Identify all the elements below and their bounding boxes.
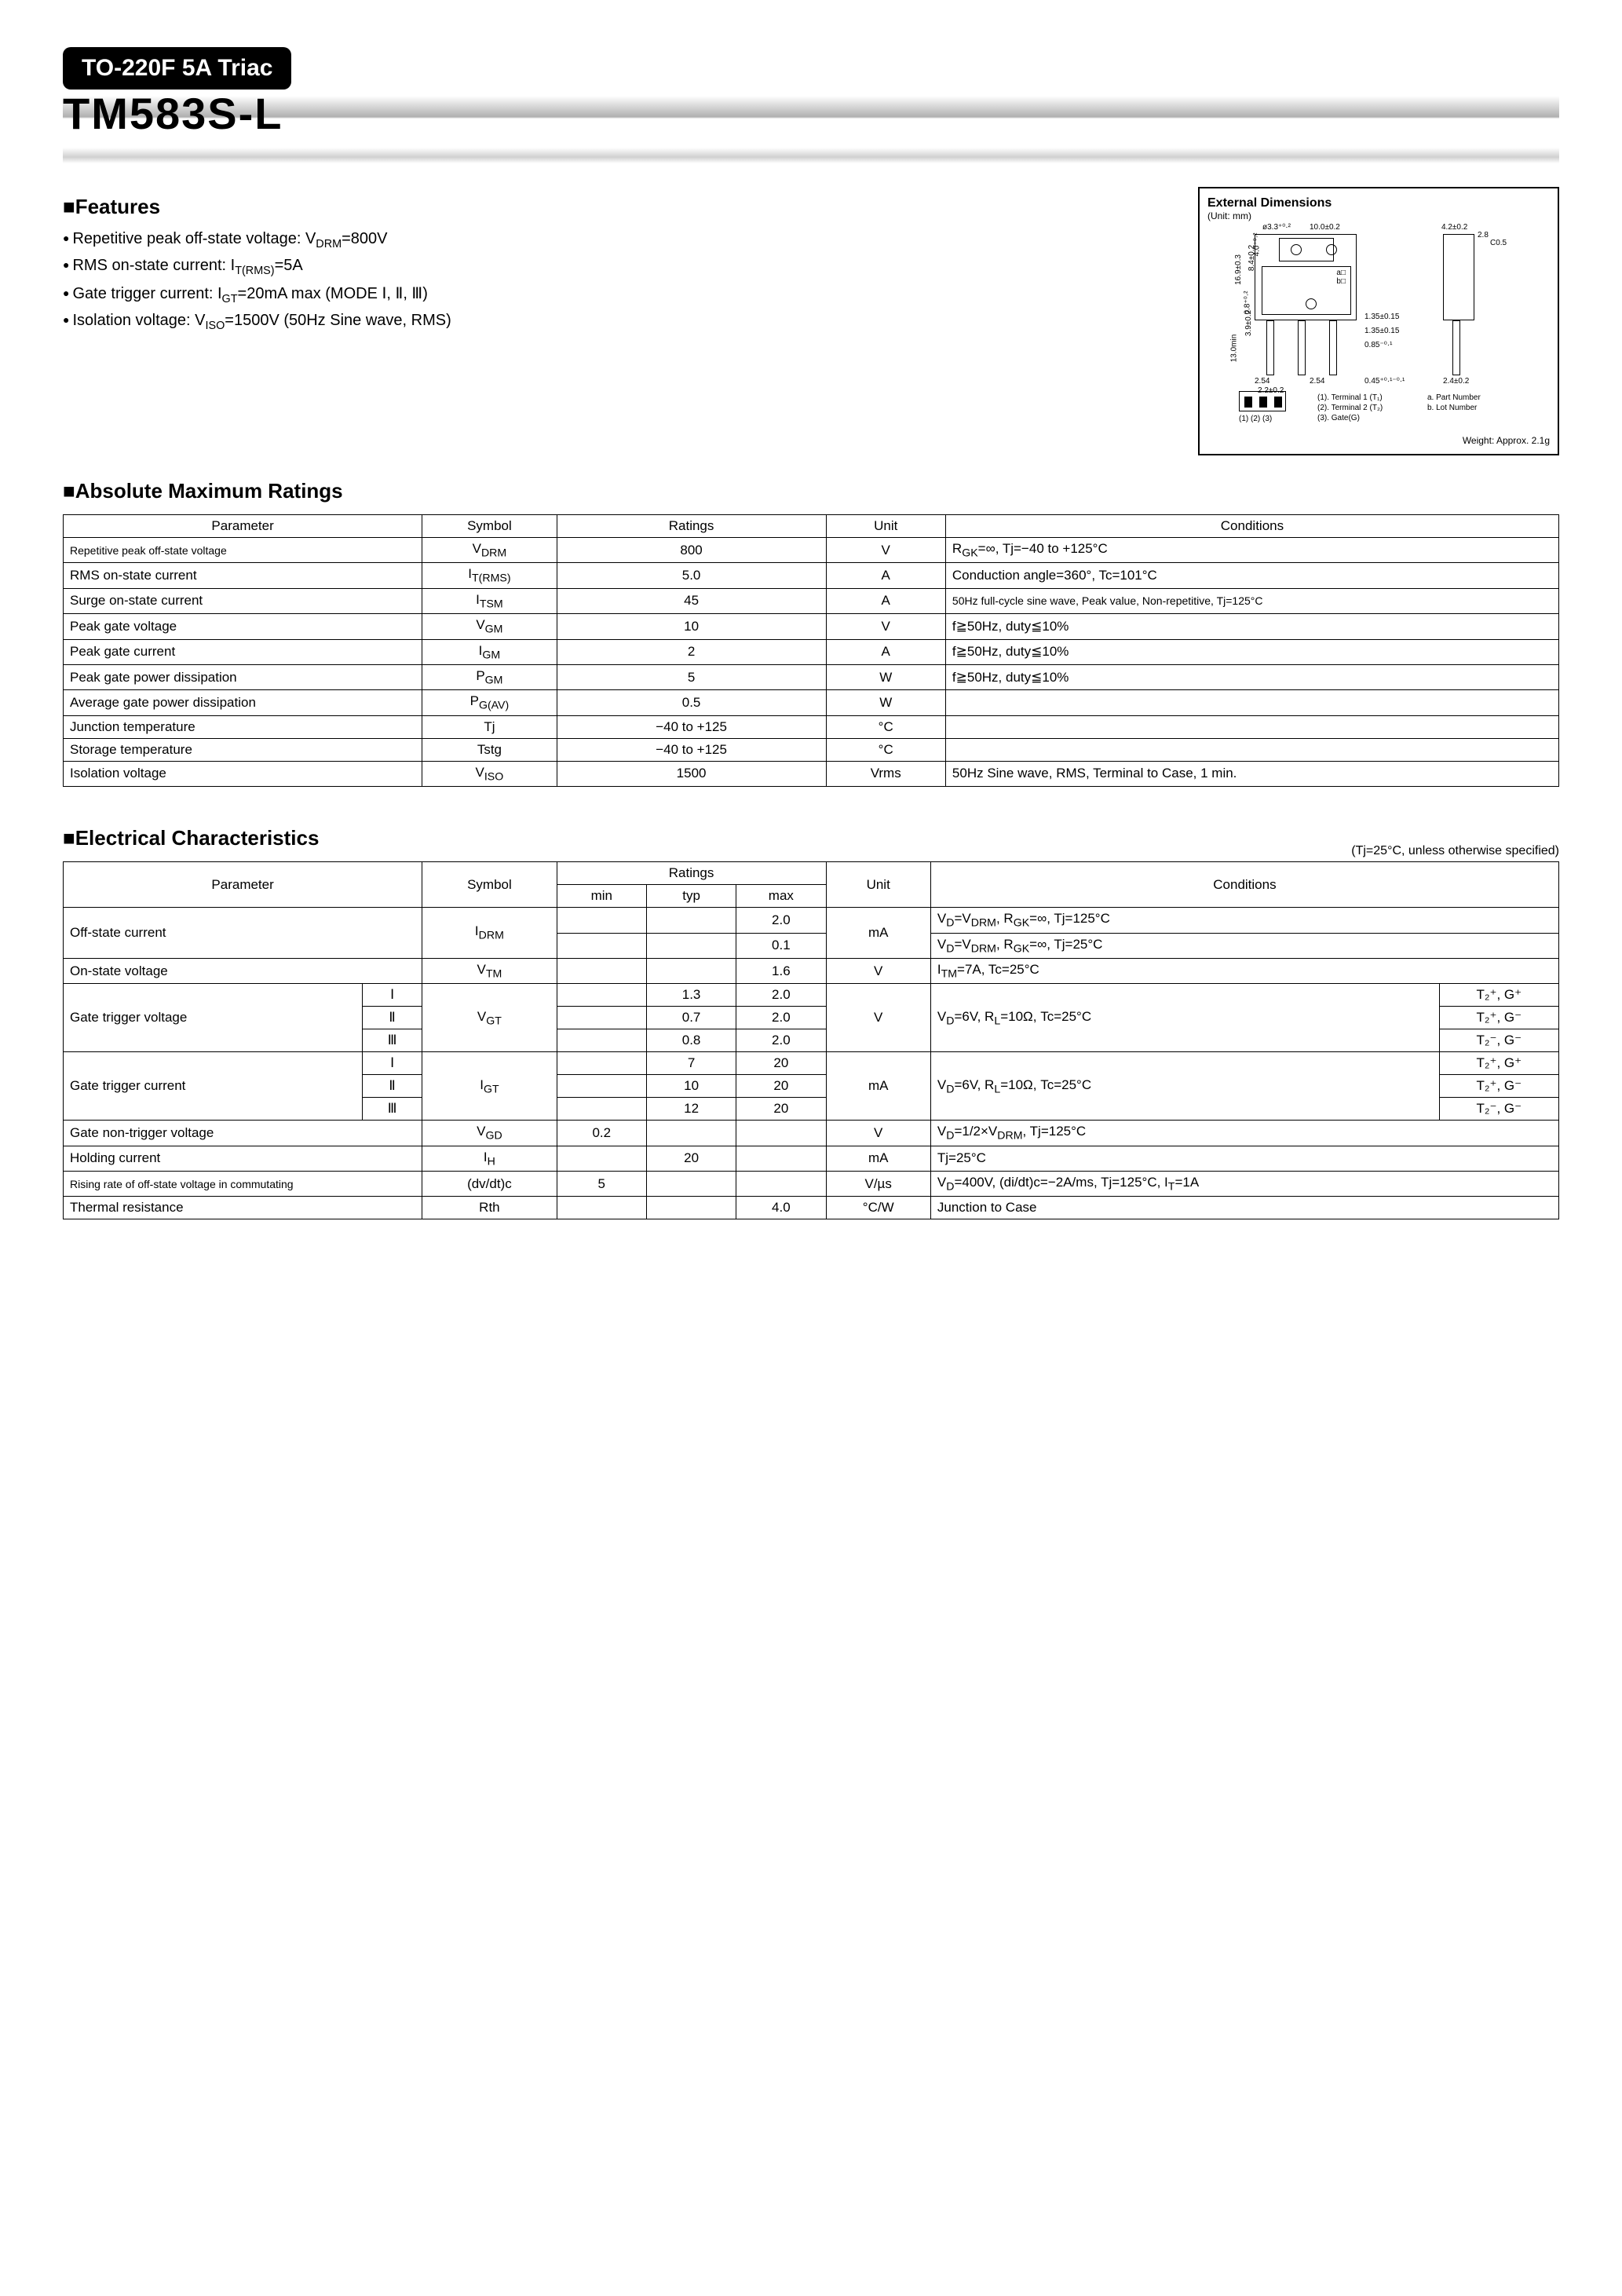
feature-item: RMS on-state current: IT(RMS)=5A xyxy=(63,257,1174,277)
col-symbol: Symbol xyxy=(422,515,557,538)
feature-item: Isolation voltage: VISO=1500V (50Hz Sine… xyxy=(63,312,1174,332)
feature-item: Gate trigger current: IGT=20mA max (MODE… xyxy=(63,283,1174,305)
terminal-notes: (1). Terminal 1 (T₁) (2). Terminal 2 (T₂… xyxy=(1317,393,1383,423)
package-front-outline: a□b□ xyxy=(1255,234,1357,320)
dim-label: 4.2±0.2 xyxy=(1441,223,1467,232)
dimensions-box: External Dimensions (Unit: mm) a□b□ xyxy=(1198,187,1559,455)
amr-table: Parameter Symbol Ratings Unit Conditions… xyxy=(63,514,1559,787)
col-unit: Unit xyxy=(826,862,930,908)
table-row: Thermal resistanceRth4.0°C/WJunction to … xyxy=(64,1197,1559,1219)
body-hole-icon xyxy=(1306,298,1317,309)
dim-label: 1.35±0.15 xyxy=(1364,327,1399,335)
dim-label: 0.85⁻⁰·¹ xyxy=(1364,341,1392,349)
table-row: Gate non-trigger voltageVGD0.2VVD=1/2×VD… xyxy=(64,1121,1559,1146)
mount-hole-icon xyxy=(1326,244,1337,255)
dimensions-drawing: a□b□ ø3.3⁺⁰·² 10.0±0.2 4.2±0.2 2.8 C0.5 … xyxy=(1207,226,1550,430)
lead-icon xyxy=(1266,320,1274,375)
ec-conditions-note: (Tj=25°C, unless otherwise specified) xyxy=(1351,844,1559,858)
dim-label: 3.9±0.2 xyxy=(1244,310,1253,336)
table-header-row: Parameter Symbol Ratings Unit Conditions xyxy=(64,862,1559,885)
lead-icon xyxy=(1329,320,1337,375)
table-row: Peak gate voltageVGM10Vf≧50Hz, duty≦10% xyxy=(64,614,1559,639)
table-row: Average gate power dissipationPG(AV)0.5W xyxy=(64,690,1559,715)
feature-item: Repetitive peak off-state voltage: VDRM=… xyxy=(63,230,1174,250)
mount-hole-icon xyxy=(1291,244,1302,255)
table-row: On-state voltageVTM1.6VITM=7A, Tc=25°C xyxy=(64,958,1559,983)
dimensions-unit: (Unit: mm) xyxy=(1207,210,1251,221)
features-list: Repetitive peak off-state voltage: VDRM=… xyxy=(63,230,1174,332)
dim-label: 13.0min xyxy=(1229,335,1238,363)
title-gradient-bar: TM583S-L xyxy=(63,96,1559,140)
pin-icon xyxy=(1259,397,1267,408)
package-side-outline xyxy=(1443,234,1474,320)
features-heading: ■Features xyxy=(63,195,1174,219)
marking-notes: a. Part Number b. Lot Number xyxy=(1427,393,1481,413)
table-row: Holding currentIH20mATj=25°C xyxy=(64,1146,1559,1171)
col-typ: typ xyxy=(646,885,736,908)
part-number-title: TM583S-L xyxy=(63,88,283,139)
table-row: Junction temperatureTj−40 to +125°C xyxy=(64,715,1559,738)
table-row: Gate trigger voltageⅠVGT1.32.0VVD=6V, RL… xyxy=(64,984,1559,1007)
table-row: Isolation voltageVISO1500Vrms50Hz Sine w… xyxy=(64,761,1559,786)
pin-icon xyxy=(1274,397,1282,408)
table-row: Surge on-state currentITSM45A50Hz full-c… xyxy=(64,588,1559,613)
dim-label: 16.9±0.3 xyxy=(1234,254,1243,285)
dim-label: 1.35±0.15 xyxy=(1364,313,1399,321)
dim-label: 10.0±0.2 xyxy=(1310,223,1340,232)
dim-label: 2.4±0.2 xyxy=(1443,377,1469,386)
col-ratings: Ratings xyxy=(557,862,826,885)
col-parameter: Parameter xyxy=(64,862,422,908)
pin-icon xyxy=(1244,397,1252,408)
col-conditions: Conditions xyxy=(945,515,1558,538)
pins-label: (1) (2) (3) xyxy=(1239,415,1272,423)
package-bottom-outline xyxy=(1239,391,1286,411)
table-row: Gate trigger currentⅠIGT720mAVD=6V, RL=1… xyxy=(64,1052,1559,1075)
dim-label: 2.8 xyxy=(1478,231,1489,239)
col-ratings: Ratings xyxy=(557,515,826,538)
table-row: Off-state currentIDRM2.0mAVD=VDRM, RGK=∞… xyxy=(64,908,1559,933)
marking-labels: a□b□ xyxy=(1336,269,1346,286)
dim-label: ø3.3⁺⁰·² xyxy=(1262,223,1291,232)
ec-heading: ■Electrical Characteristics xyxy=(63,826,319,850)
title-gradient-underline xyxy=(63,148,1559,163)
col-parameter: Parameter xyxy=(64,515,422,538)
table-row: Storage temperatureTstg−40 to +125°C xyxy=(64,738,1559,761)
lead-side-icon xyxy=(1452,320,1460,375)
dim-label: C0.5 xyxy=(1490,239,1507,247)
col-unit: Unit xyxy=(826,515,945,538)
dim-label: 2.54 xyxy=(1255,377,1269,386)
col-min: min xyxy=(557,885,646,908)
lead-icon xyxy=(1298,320,1306,375)
dim-label: 4.0⁺⁰·² xyxy=(1252,233,1261,257)
amr-heading: ■Absolute Maximum Ratings xyxy=(63,479,1559,503)
dim-label: 0.45⁺⁰·¹⁻⁰·¹ xyxy=(1364,377,1405,386)
table-row: Repetitive peak off-state voltageVDRM800… xyxy=(64,538,1559,563)
dim-label: 2.54 xyxy=(1310,377,1324,386)
table-row: Peak gate power dissipationPGM5Wf≧50Hz, … xyxy=(64,664,1559,689)
weight-label: Weight: Approx. 2.1g xyxy=(1207,435,1550,446)
table-row: Rising rate of off-state voltage in comm… xyxy=(64,1172,1559,1197)
dimensions-title: External Dimensions xyxy=(1207,196,1332,210)
col-conditions: Conditions xyxy=(930,862,1558,908)
table-header-row: Parameter Symbol Ratings Unit Conditions xyxy=(64,515,1559,538)
table-row: Peak gate currentIGM2Af≧50Hz, duty≦10% xyxy=(64,639,1559,664)
package-body: a□b□ xyxy=(1262,266,1351,315)
col-symbol: Symbol xyxy=(422,862,557,908)
product-family-badge: TO-220F 5A Triac xyxy=(63,47,291,90)
ec-table: Parameter Symbol Ratings Unit Conditions… xyxy=(63,861,1559,1219)
table-row: RMS on-state currentIT(RMS)5.0AConductio… xyxy=(64,563,1559,588)
col-max: max xyxy=(736,885,826,908)
